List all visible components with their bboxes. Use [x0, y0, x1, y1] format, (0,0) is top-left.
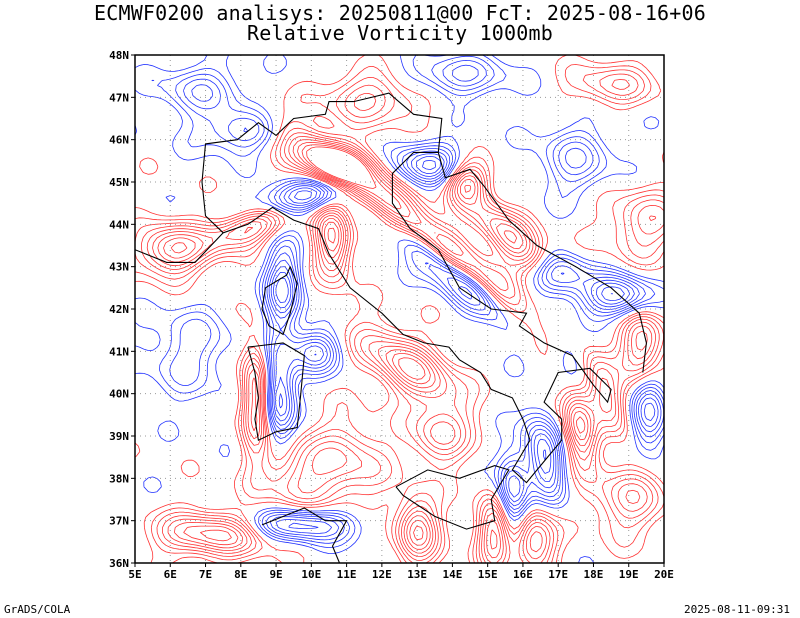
negative-vorticity-contour: [273, 160, 625, 474]
positive-vorticity-contour: [157, 142, 648, 559]
x-tick-label: 5E: [128, 568, 141, 581]
x-tick-label: 10E: [301, 568, 321, 581]
positive-vorticity-contour: [135, 55, 664, 563]
negative-vorticity-contour: [191, 64, 662, 537]
y-tick-label: 38N: [109, 472, 129, 485]
y-tick-label: 42N: [109, 303, 129, 316]
france-coast: [135, 232, 224, 263]
y-tick-label: 40N: [109, 388, 129, 401]
positive-vorticity-contour: [146, 79, 664, 563]
italy-coast: [223, 151, 612, 484]
corsica: [261, 266, 298, 336]
x-tick-label: 12E: [372, 568, 392, 581]
balkan-coast: [437, 152, 647, 373]
x-tick-label: 7E: [199, 568, 212, 581]
negative-vorticity-contour: [183, 60, 664, 541]
y-tick-label: 48N: [109, 49, 129, 62]
map-subtitle: Relative Vorticity 1000mb: [246, 21, 554, 45]
y-tick-label: 47N: [109, 91, 129, 104]
x-tick-label: 17E: [548, 568, 568, 581]
y-tick-label: 39N: [109, 430, 129, 443]
map-title: ECMWF0200 analisys: 20250811@00 FcT: 202…: [93, 1, 707, 25]
positive-vorticity-contour: [163, 144, 589, 550]
negative-vorticity-contour: [270, 156, 656, 529]
y-tick-label: 44N: [109, 218, 129, 231]
y-tick-label: 43N: [109, 261, 129, 274]
positive-vorticity-contour: [170, 146, 586, 541]
positive-vorticity-contour: [135, 69, 664, 563]
x-tick-label: 9E: [269, 568, 282, 581]
x-tick-label: 13E: [407, 568, 427, 581]
positive-vorticity-contour: [135, 64, 664, 563]
x-tick-label: 16E: [513, 568, 533, 581]
x-tick-label: 19E: [619, 568, 639, 581]
sicily: [395, 465, 510, 530]
negative-vorticity-contour: [268, 153, 659, 534]
plot-area: [135, 55, 664, 563]
y-tick-label: 37N: [109, 515, 129, 528]
grid-lines: [135, 55, 664, 563]
x-tick-label: 18E: [584, 568, 604, 581]
x-tick-label: 11E: [337, 568, 357, 581]
y-axis: 36N 37N 38N 39N 40N 41N 42N 43N 44N 45N 46N 47N 48N: [109, 49, 135, 570]
y-tick-label: 45N: [109, 176, 129, 189]
coastlines: [135, 92, 647, 563]
y-tick-label: 41N: [109, 345, 129, 358]
footer-timestamp: 2025-08-11-09:31: [684, 603, 790, 616]
tunisia: [261, 507, 348, 563]
positive-vorticity-contour: [141, 73, 664, 563]
sardinia: [247, 342, 305, 442]
footer-software: GrADS/COLA: [4, 603, 71, 616]
y-tick-label: 36N: [109, 557, 129, 570]
x-tick-label: 15E: [478, 568, 498, 581]
y-tick-label: 46N: [109, 134, 129, 147]
x-tick-label: 14E: [442, 568, 462, 581]
alps-border: [201, 92, 443, 234]
negative-vorticity-contour: [275, 277, 613, 461]
x-tick-label: 8E: [234, 568, 247, 581]
x-axis: 5E 6E 7E 8E 9E 10E 11E 12E 13E 14E 15E 16E 17E 18E 19E…: [128, 563, 674, 581]
x-tick-label: 20E: [654, 568, 674, 581]
x-tick-label: 6E: [164, 568, 177, 581]
